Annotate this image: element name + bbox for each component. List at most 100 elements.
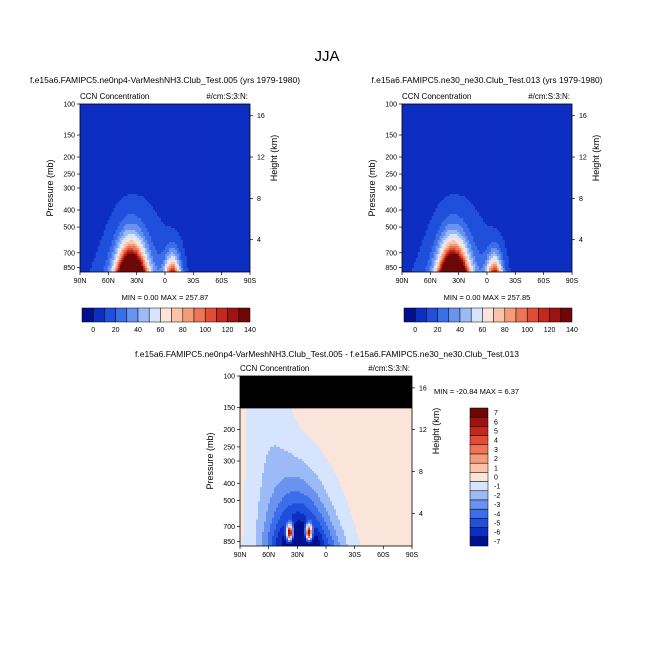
contour-cell: [161, 136, 164, 139]
contour-cell: [115, 126, 118, 129]
contour-cell: [145, 120, 148, 123]
contour-cell: [151, 116, 154, 119]
contour-cell: [119, 176, 122, 179]
contour-cell: [244, 174, 247, 177]
contour-cell: [157, 184, 160, 187]
contour-cell: [248, 128, 250, 131]
contour-cell: [212, 176, 215, 179]
contour-cell: [145, 130, 148, 133]
contour-cell: [226, 148, 229, 151]
contour-cell: [107, 192, 111, 195]
contour-cell: [230, 218, 233, 221]
contour-cell: [131, 180, 134, 183]
contour-cell: [159, 154, 162, 157]
contour-cell: [147, 162, 150, 165]
contour-cell: [240, 132, 243, 135]
contour-cell: [119, 104, 122, 107]
contour-cell: [155, 106, 158, 109]
contour-cell: [115, 214, 118, 217]
contour-cell: [101, 172, 105, 175]
contour-cell: [149, 214, 152, 217]
contour-cell: [89, 110, 93, 113]
contour-cell: [224, 170, 227, 173]
contour-cell: [131, 196, 134, 199]
contour-cell: [244, 144, 247, 147]
contour-cell: [236, 190, 239, 193]
contour-cell: [125, 196, 128, 199]
contour-cell: [206, 114, 209, 117]
contour-cell: [228, 132, 231, 135]
contour-cell: [131, 132, 134, 135]
contour-cell: [151, 134, 154, 137]
contour-cell: [168, 180, 172, 183]
contour-cell: [232, 132, 235, 135]
contour-cell: [234, 154, 237, 157]
contour-cell: [121, 154, 124, 157]
contour-cell: [214, 152, 217, 155]
contour-cell: [170, 168, 174, 171]
contour-cell: [107, 188, 111, 191]
contour-cell: [119, 124, 122, 127]
contour-cell: [170, 172, 174, 175]
contour-cell: [85, 160, 89, 163]
contour-cell: [129, 110, 132, 113]
contour-cell: [176, 206, 180, 209]
contour-cell: [133, 194, 136, 197]
contour-cell: [139, 166, 142, 169]
contour-cell: [168, 204, 172, 207]
contour-cell: [93, 140, 97, 143]
contour-cell: [226, 182, 229, 185]
contour-cell: [238, 116, 241, 119]
contour-cell: [117, 200, 120, 203]
contour-cell: [178, 120, 182, 123]
contour-cell: [109, 200, 113, 203]
contour-cell: [188, 184, 192, 187]
contour-cell: [234, 194, 237, 197]
contour-cell: [103, 122, 107, 125]
contour-cell: [121, 126, 124, 129]
contour-cell: [228, 140, 231, 143]
contour-cell: [143, 210, 146, 213]
contour-cell: [159, 124, 162, 127]
contour-cell: [147, 208, 150, 211]
contour-cell: [192, 160, 196, 163]
contour-cell: [151, 108, 154, 111]
contour-cell: [127, 174, 130, 177]
contour-cell: [159, 170, 162, 173]
contour-cell: [172, 134, 176, 137]
contour-cell: [147, 204, 150, 207]
contour-cell: [129, 186, 132, 189]
contour-cell: [141, 156, 144, 159]
contour-cell: [224, 178, 227, 181]
contour-cell: [192, 214, 196, 217]
contour-cell: [228, 174, 231, 177]
contour-cell: [198, 202, 201, 205]
contour-cell: [143, 178, 146, 181]
contour-cell: [218, 190, 221, 193]
contour-cell: [133, 134, 136, 137]
contour-cell: [81, 178, 85, 181]
contour-cell: [248, 204, 250, 207]
contour-cell: [190, 168, 194, 171]
contour-cell: [89, 182, 93, 185]
contour-cell: [214, 166, 217, 169]
contour-cell: [192, 128, 196, 131]
contour-cell: [242, 108, 245, 111]
contour-cell: [81, 156, 85, 159]
contour-cell: [240, 168, 243, 171]
contour-cell: [210, 214, 213, 217]
contour-cell: [180, 174, 184, 177]
contour-cell: [157, 162, 160, 165]
contour-cell: [155, 182, 158, 185]
contour-cell: [121, 206, 124, 209]
contour-cell: [115, 216, 118, 219]
contour-cell: [242, 144, 245, 147]
contour-cell: [115, 198, 118, 201]
contour-cell: [119, 162, 122, 165]
contour-cell: [111, 104, 115, 107]
contour-cell: [198, 194, 201, 197]
contour-cell: [107, 156, 111, 159]
contour-cell: [212, 194, 215, 197]
contour-cell: [115, 108, 118, 111]
contour-cell: [163, 172, 166, 175]
